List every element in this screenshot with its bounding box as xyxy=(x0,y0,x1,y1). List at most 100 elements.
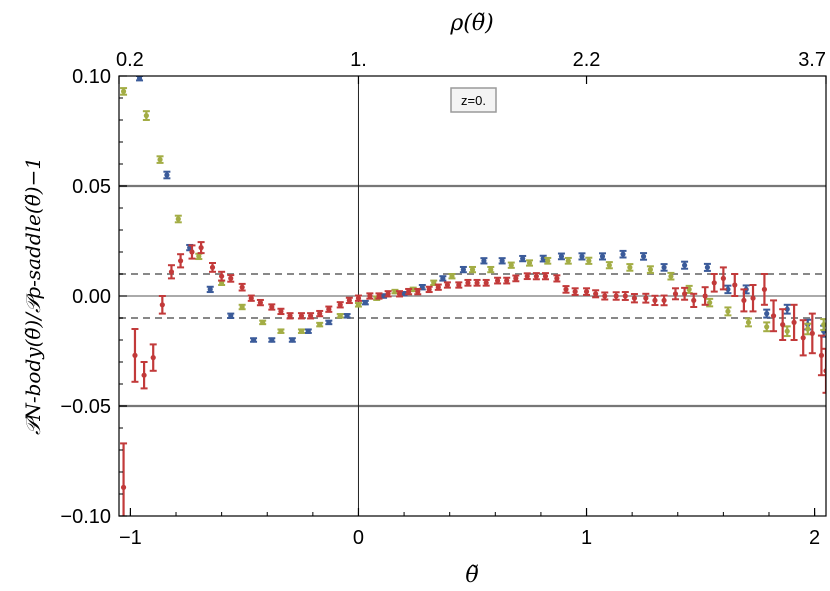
data-point-green xyxy=(526,259,534,267)
data-point-red xyxy=(541,272,549,281)
data-point-red xyxy=(443,281,451,289)
point-marker xyxy=(631,295,638,301)
x2-tick-label: 3.7 xyxy=(798,49,826,71)
data-point-red xyxy=(701,286,709,306)
data-point-green xyxy=(174,214,182,224)
point-marker xyxy=(583,289,590,295)
point-marker xyxy=(289,337,295,343)
data-point-red xyxy=(464,278,472,287)
point-marker xyxy=(460,267,466,273)
point-marker xyxy=(526,260,533,266)
data-series xyxy=(120,76,826,516)
data-point-green xyxy=(507,261,515,269)
data-point-green xyxy=(277,328,285,334)
point-marker xyxy=(239,304,245,310)
point-marker xyxy=(248,295,254,301)
point-marker xyxy=(524,273,530,279)
data-point-red xyxy=(740,288,748,313)
point-marker xyxy=(136,76,143,81)
point-marker xyxy=(545,258,551,264)
data-point-red xyxy=(197,241,205,255)
data-point-green xyxy=(605,261,613,270)
data-point-red xyxy=(158,295,166,315)
point-marker xyxy=(269,337,275,343)
data-point-blue xyxy=(519,254,527,263)
data-point-green xyxy=(259,319,267,326)
data-point-red xyxy=(188,244,196,260)
data-point-blue xyxy=(250,337,258,343)
point-marker xyxy=(120,88,127,94)
data-point-red xyxy=(671,287,679,301)
series-green xyxy=(120,87,826,338)
point-marker xyxy=(764,324,770,330)
point-marker xyxy=(761,286,768,292)
data-point-red xyxy=(523,272,531,281)
data-point-red xyxy=(425,285,433,294)
data-point-blue xyxy=(439,275,447,282)
data-point-blue xyxy=(325,319,333,326)
point-marker xyxy=(132,352,138,358)
data-point-green xyxy=(120,87,128,96)
point-marker xyxy=(599,253,606,259)
point-marker xyxy=(278,308,284,314)
data-point-red xyxy=(808,312,816,355)
point-marker xyxy=(426,286,432,292)
point-marker xyxy=(449,273,455,279)
data-point-red xyxy=(167,264,175,280)
point-marker xyxy=(469,267,476,273)
data-point-red xyxy=(307,312,315,320)
data-point-red xyxy=(384,290,392,298)
data-point-red xyxy=(149,343,157,372)
data-point-red xyxy=(651,294,659,307)
data-point-green xyxy=(469,265,476,274)
data-point-red xyxy=(256,298,264,307)
point-marker xyxy=(720,275,726,281)
point-marker xyxy=(239,284,245,290)
point-marker xyxy=(494,278,501,284)
data-point-green xyxy=(646,265,654,274)
x2-tick-label: 2.2 xyxy=(573,49,601,71)
point-marker xyxy=(602,293,608,299)
y-tick-label: −0.10 xyxy=(60,506,111,528)
point-marker xyxy=(141,372,147,378)
point-marker xyxy=(745,319,752,325)
data-point-blue xyxy=(206,285,214,294)
axis-ticks: −1 0 1 2 −0.10 −0.05 0.00 0.05 0.100.2 1. 2.2 3.7 xyxy=(60,49,827,549)
data-point-red xyxy=(455,281,463,289)
point-marker xyxy=(278,328,284,334)
data-point-blue xyxy=(681,260,689,270)
data-point-green xyxy=(667,271,675,281)
data-point-red xyxy=(719,266,727,291)
point-marker xyxy=(821,322,826,328)
point-marker xyxy=(444,282,451,288)
point-marker xyxy=(764,311,770,317)
point-marker xyxy=(513,275,519,281)
data-point-blue xyxy=(361,299,369,306)
data-point-blue xyxy=(288,337,296,343)
data-point-green xyxy=(336,313,344,319)
data-point-green xyxy=(195,252,203,261)
point-marker xyxy=(818,352,825,358)
point-marker xyxy=(725,308,731,314)
point-marker xyxy=(196,253,202,259)
point-marker xyxy=(456,282,462,288)
x-tick-label: 0 xyxy=(353,527,364,549)
point-marker xyxy=(579,253,585,259)
series-blue xyxy=(136,76,826,343)
data-point-red xyxy=(779,308,787,341)
point-marker xyxy=(481,258,487,264)
data-point-red xyxy=(405,287,413,296)
point-marker xyxy=(396,291,403,297)
point-marker xyxy=(298,313,305,319)
data-point-red xyxy=(553,274,561,283)
data-point-green xyxy=(585,256,593,265)
data-point-green xyxy=(564,256,572,265)
y-tick-label: −0.05 xyxy=(60,396,111,418)
point-marker xyxy=(520,256,526,262)
data-point-blue xyxy=(480,257,488,265)
point-marker xyxy=(209,264,216,270)
point-marker xyxy=(823,368,826,374)
point-marker xyxy=(362,300,368,306)
point-marker xyxy=(542,273,549,279)
x2-tick-label: 0.2 xyxy=(116,49,144,71)
